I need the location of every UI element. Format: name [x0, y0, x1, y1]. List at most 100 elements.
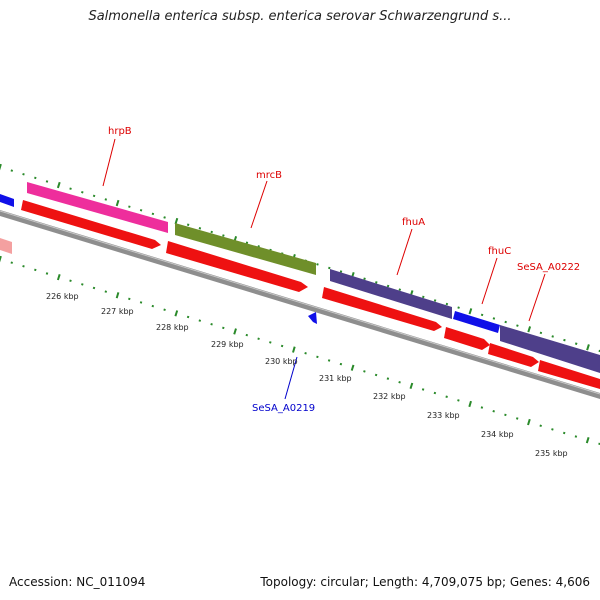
major-tick — [115, 199, 120, 207]
minor-tick — [92, 194, 96, 198]
gene-label-fhuA[interactable]: fhuA — [402, 217, 425, 228]
minor-tick — [280, 344, 284, 348]
scale-label: 228 kbp — [156, 323, 189, 332]
feature-reverse-1[interactable] — [21, 200, 161, 249]
minor-tick — [128, 297, 131, 301]
minor-tick — [69, 279, 72, 283]
minor-tick — [104, 198, 108, 201]
minor-tick — [139, 208, 143, 212]
accession-text: Accession: NC_011094 — [9, 575, 146, 589]
gene-label-SeSA_A0222[interactable]: SeSA_A0222 — [517, 262, 580, 273]
gene-label-hrpB[interactable]: hrpB — [108, 126, 132, 137]
minor-tick — [316, 355, 319, 359]
minor-tick — [492, 317, 496, 320]
feature-fhuC[interactable] — [453, 311, 500, 333]
minor-tick — [374, 373, 378, 377]
minor-tick — [34, 268, 37, 272]
minor-tick — [457, 306, 460, 309]
leader-fhuA — [396, 228, 413, 276]
minor-tick — [504, 320, 507, 324]
minor-tick — [363, 370, 366, 373]
feature-hrpB[interactable] — [27, 182, 168, 233]
leader-hrpB — [102, 138, 116, 187]
minor-tick — [81, 283, 84, 286]
feature-mrcB[interactable] — [175, 223, 316, 275]
minor-tick — [433, 391, 437, 395]
minor-tick — [375, 281, 378, 284]
feature-SeSA_A0219[interactable] — [308, 312, 317, 324]
leader-SeSA_A0222 — [528, 273, 546, 322]
scale-label: 233 kbp — [427, 411, 460, 420]
scale-label: 226 kbp — [46, 292, 79, 301]
minor-tick — [445, 302, 449, 306]
minor-tick — [257, 337, 260, 341]
outer-tick-track — [0, 163, 600, 353]
minor-tick — [269, 341, 272, 344]
minor-tick — [562, 431, 566, 435]
minor-tick — [398, 380, 401, 384]
feature-reverse-3[interactable] — [322, 287, 442, 331]
major-tick — [585, 437, 590, 444]
minor-tick — [139, 301, 143, 304]
feature-reverse-5[interactable] — [488, 343, 539, 367]
minor-tick — [422, 295, 425, 299]
minor-tick — [339, 362, 343, 366]
gene-label-mrcB[interactable]: mrcB — [256, 170, 282, 181]
feature-reverse-6[interactable] — [538, 360, 600, 389]
minor-tick — [198, 227, 202, 230]
feature-left-edge-blue[interactable] — [0, 194, 14, 207]
feature-fhuA[interactable] — [330, 269, 452, 319]
scale-label: 227 kbp — [101, 307, 134, 316]
minor-tick — [339, 270, 343, 273]
major-tick — [115, 292, 120, 299]
minor-tick — [22, 264, 25, 268]
scale-label: 231 kbp — [319, 374, 352, 383]
major-tick — [174, 217, 179, 225]
minor-tick — [210, 322, 213, 326]
minor-tick — [304, 351, 307, 355]
inner-tick-track — [0, 255, 600, 446]
minor-tick — [198, 319, 202, 322]
major-tick — [0, 163, 2, 171]
major-tick — [586, 344, 590, 351]
minor-tick — [210, 230, 213, 234]
gene-label-SeSA_A0219[interactable]: SeSA_A0219 — [252, 403, 315, 414]
major-tick — [409, 382, 414, 390]
minor-tick — [574, 342, 578, 345]
major-tick — [233, 328, 237, 335]
scale-label: 230 kbp — [265, 357, 298, 366]
feature-left-edge-pink[interactable] — [0, 238, 12, 254]
leader-fhuC — [481, 257, 498, 305]
major-tick — [468, 400, 472, 408]
minor-tick — [480, 313, 484, 317]
minor-tick — [386, 284, 390, 288]
minor-tick — [45, 180, 49, 183]
scale-label: 232 kbp — [373, 392, 406, 401]
feature-reverse-2[interactable] — [166, 241, 308, 292]
minor-tick — [163, 308, 166, 312]
label-leaders — [102, 138, 546, 400]
feature-SeSA_A0222[interactable] — [500, 325, 600, 373]
minor-tick — [516, 324, 519, 327]
major-tick — [527, 418, 531, 426]
major-tick — [468, 308, 473, 315]
genome-title: Salmonella enterica subsp. enterica sero… — [88, 9, 512, 24]
gene-label-fhuC[interactable]: fhuC — [488, 246, 511, 257]
minor-tick — [574, 435, 578, 438]
minor-tick — [186, 223, 190, 226]
minor-tick — [551, 335, 554, 338]
minor-tick — [398, 288, 402, 291]
minor-tick — [10, 261, 13, 264]
minor-tick — [539, 331, 543, 335]
forward-strand-track — [0, 182, 600, 373]
minor-tick — [457, 399, 460, 402]
minor-tick — [222, 234, 225, 237]
minor-tick — [34, 176, 37, 180]
feature-reverse-4[interactable] — [444, 327, 490, 350]
minor-tick — [515, 417, 519, 420]
minor-tick — [480, 406, 484, 409]
minor-tick — [186, 315, 190, 319]
minor-tick — [363, 277, 366, 280]
scale-label: 235 kbp — [535, 449, 568, 458]
minor-tick — [69, 187, 72, 190]
